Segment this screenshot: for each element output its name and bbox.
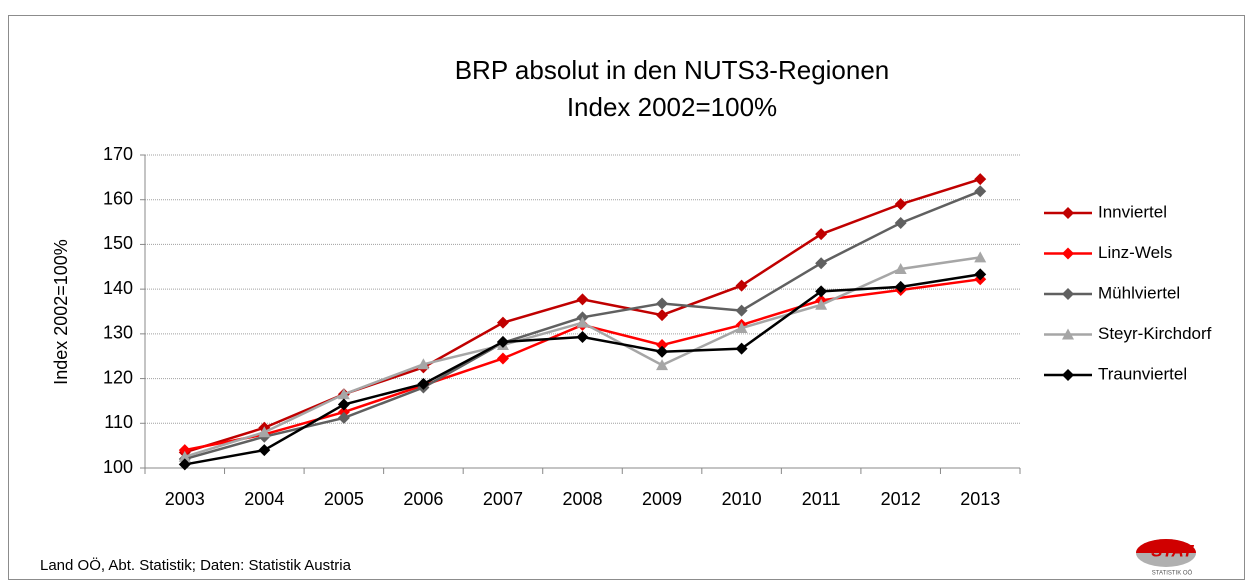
- data-point: [815, 257, 828, 270]
- x-tick-label: 2012: [881, 489, 921, 509]
- y-tick-label: 160: [103, 188, 133, 208]
- data-point: [258, 444, 271, 457]
- y-tick-label: 140: [103, 278, 133, 298]
- data-point: [894, 198, 907, 211]
- data-point: [576, 293, 589, 306]
- legend-label: Mühlviertel: [1098, 283, 1180, 302]
- data-point: [735, 342, 748, 355]
- logo-subtext: STATISTIK OÖ: [1152, 570, 1193, 577]
- data-point: [178, 450, 191, 462]
- x-tick-label: 2008: [562, 489, 602, 509]
- legend-marker: [1062, 288, 1074, 300]
- data-point: [337, 411, 350, 424]
- y-tick-label: 100: [103, 457, 133, 477]
- data-point: [974, 251, 987, 263]
- chart-title: BRP absolut in den NUTS3-Regionen: [455, 55, 890, 85]
- data-point: [576, 330, 589, 343]
- chart-frame: [8, 15, 1245, 580]
- logo-text: STAT: [1151, 541, 1194, 560]
- data-point: [656, 309, 669, 322]
- x-tick-label: 2010: [722, 489, 762, 509]
- data-point: [974, 173, 987, 186]
- data-point: [576, 316, 589, 328]
- data-point: [735, 279, 748, 292]
- x-tick-label: 2009: [642, 489, 682, 509]
- y-tick-label: 130: [103, 323, 133, 343]
- legend-marker: [1062, 328, 1074, 340]
- data-point: [815, 298, 828, 310]
- y-tick-label: 120: [103, 367, 133, 387]
- legend-marker: [1062, 207, 1074, 219]
- legend-label: Steyr-Kirchdorf: [1098, 324, 1212, 343]
- logo: STAT STATISTIK OÖ: [1136, 539, 1196, 577]
- legend-label: Innviertel: [1098, 202, 1167, 221]
- x-tick-label: 2004: [244, 489, 284, 509]
- data-point: [496, 335, 509, 348]
- y-tick-label: 110: [104, 412, 133, 432]
- x-tick-label: 2007: [483, 489, 523, 509]
- data-point: [894, 263, 907, 275]
- legend-marker: [1062, 369, 1074, 381]
- data-point: [815, 228, 828, 241]
- data-point: [178, 444, 191, 457]
- data-point: [417, 377, 430, 390]
- data-point: [337, 388, 350, 400]
- y-tick-label: 170: [103, 144, 133, 164]
- data-point: [178, 458, 191, 471]
- y-tick-label: 150: [103, 233, 133, 253]
- data-point: [815, 285, 828, 298]
- data-point: [656, 359, 669, 371]
- data-point: [735, 304, 748, 317]
- chart-subtitle: Index 2002=100%: [567, 92, 777, 122]
- x-tick-label: 2006: [403, 489, 443, 509]
- source-note: Land OÖ, Abt. Statistik; Daten: Statisti…: [40, 556, 352, 574]
- data-point: [894, 280, 907, 293]
- data-point: [974, 268, 987, 281]
- data-point: [656, 339, 669, 352]
- data-point: [337, 398, 350, 411]
- legend-label: Traunviertel: [1098, 364, 1187, 383]
- data-point: [496, 352, 509, 365]
- data-point: [974, 185, 987, 198]
- data-point: [894, 216, 907, 229]
- logo-shape: [1136, 539, 1196, 553]
- legend-marker: [1062, 247, 1074, 260]
- data-point: [656, 297, 669, 310]
- data-point: [417, 358, 430, 370]
- x-tick-label: 2011: [802, 489, 841, 509]
- x-tick-label: 2013: [960, 489, 1000, 509]
- x-tick-label: 2005: [324, 489, 364, 509]
- data-point: [656, 345, 669, 358]
- legend-label: Linz-Wels: [1098, 243, 1172, 262]
- data-point: [496, 316, 509, 329]
- x-tick-label: 2003: [165, 489, 205, 509]
- data-point: [258, 426, 271, 438]
- data-point: [735, 322, 748, 334]
- y-axis-label: Index 2002=100%: [51, 239, 71, 385]
